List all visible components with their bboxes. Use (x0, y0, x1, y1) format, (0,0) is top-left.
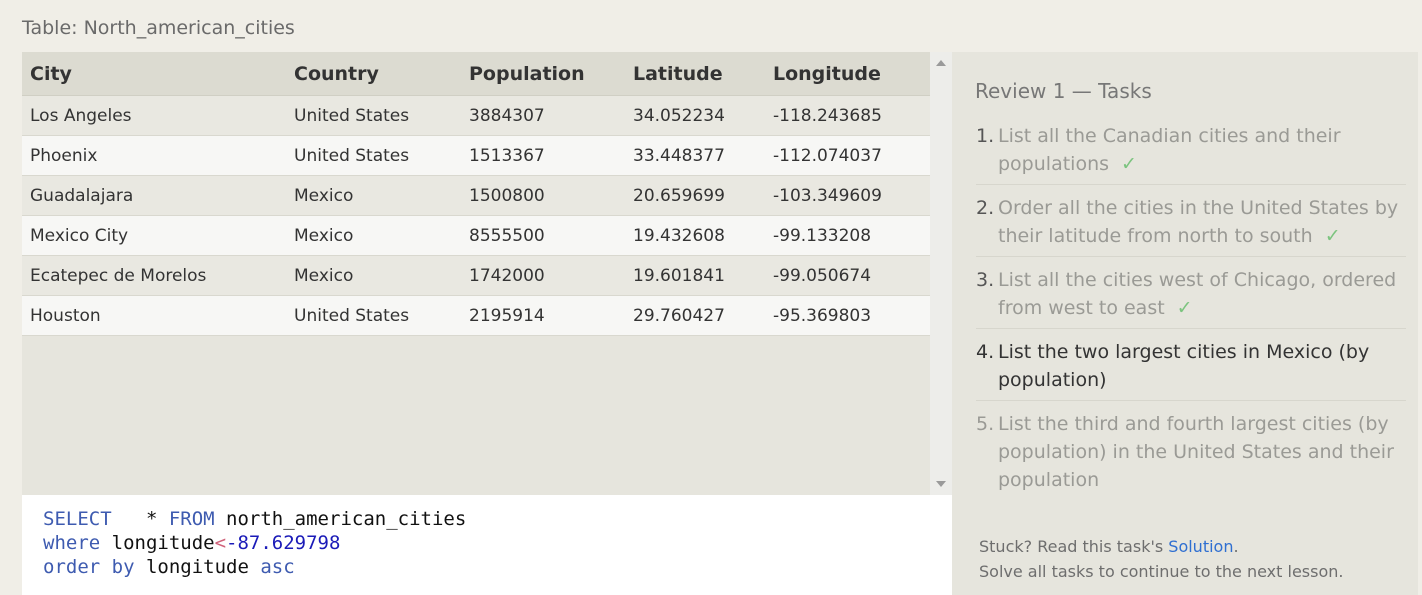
sql-number: -87.629798 (226, 532, 341, 554)
table-row: Houston United States 2195914 29.760427 … (22, 295, 931, 336)
sql-editor[interactable]: SELECT * FROM north_american_cities wher… (22, 495, 952, 595)
task-text: List all the Canadian cities and their p… (998, 125, 1341, 175)
table-row: Mexico City Mexico 8555500 19.432608 -99… (22, 215, 931, 256)
tasks-title: Review 1 — Tasks (975, 79, 1152, 103)
cell-population: 3884307 (461, 95, 625, 136)
cell-city: Houston (22, 295, 286, 336)
help-text: Stuck? Read this task's Solution. Solve … (979, 534, 1343, 584)
task-text: Order all the cities in the United State… (998, 197, 1399, 247)
sql-column-name: longitude (134, 556, 261, 578)
sql-keyword: asc (260, 556, 295, 578)
task-item-2[interactable]: 2. Order all the cities in the United Sta… (976, 192, 1406, 257)
cell-latitude: 34.052234 (625, 95, 765, 136)
task-number: 1. (976, 125, 995, 147)
cell-latitude: 33.448377 (625, 135, 765, 176)
sql-keyword: SELECT (43, 508, 112, 530)
task-number: 2. (976, 197, 995, 219)
cell-latitude: 20.659699 (625, 175, 765, 216)
cell-latitude: 19.432608 (625, 215, 765, 256)
task-text: List all the cities west of Chicago, ord… (998, 269, 1397, 319)
table-row: Los Angeles United States 3884307 34.052… (22, 95, 931, 136)
task-list: 1. List all the Canadian cities and their… (976, 120, 1406, 507)
sql-text: * (111, 508, 169, 530)
sql-keyword: order by (43, 556, 135, 578)
task-item-4[interactable]: 4. List the two largest cities in Mexico … (976, 336, 1406, 401)
results-panel: City Country Population Latitude Longitu… (22, 52, 952, 495)
sql-keyword: FROM (168, 508, 215, 530)
sql-table-name: north_american_cities (214, 508, 467, 530)
cell-city: Ecatepec de Morelos (22, 255, 286, 296)
task-text: List the third and fourth largest cities… (998, 413, 1394, 491)
task-number: 4. (976, 341, 995, 363)
cell-longitude: -103.349609 (765, 175, 931, 216)
cell-country: Mexico (286, 255, 461, 296)
column-header-latitude: Latitude (625, 52, 765, 96)
task-number: 5. (976, 413, 995, 435)
cell-population: 1500800 (461, 175, 625, 216)
stuck-line: Stuck? Read this task's Solution. (979, 534, 1343, 559)
cell-city: Mexico City (22, 215, 286, 256)
cell-latitude: 29.760427 (625, 295, 765, 336)
cell-longitude: -95.369803 (765, 295, 931, 336)
cell-longitude: -99.050674 (765, 255, 931, 296)
cell-country: Mexico (286, 175, 461, 216)
scroll-down-arrow-icon[interactable] (936, 481, 946, 487)
check-icon: ✓ (1176, 297, 1193, 319)
check-icon: ✓ (1121, 153, 1137, 175)
cell-longitude: -112.074037 (765, 135, 931, 176)
column-header-country: Country (286, 52, 461, 96)
table-row: Phoenix United States 1513367 33.448377 … (22, 135, 931, 176)
table-caption: Table: North_american_cities (22, 17, 295, 39)
sql-keyword: where (43, 532, 101, 554)
continue-line: Solve all tasks to continue to the next … (979, 562, 1344, 581)
cell-latitude: 19.601841 (625, 255, 765, 296)
results-scrollbar[interactable] (930, 52, 952, 495)
task-item-3[interactable]: 3. List all the cities west of Chicago, o… (976, 264, 1406, 329)
cell-longitude: -99.133208 (765, 215, 931, 256)
task-item-1[interactable]: 1. List all the Canadian cities and their… (976, 120, 1406, 185)
stuck-suffix: . (1233, 537, 1239, 556)
cell-country: United States (286, 135, 461, 176)
task-text: List the two largest cities in Mexico (b… (998, 341, 1370, 391)
task-number: 3. (976, 269, 995, 291)
solution-link[interactable]: Solution (1168, 537, 1234, 556)
cell-country: United States (286, 95, 461, 136)
column-header-city: City (22, 52, 286, 96)
sql-column-name: longitude (100, 532, 215, 554)
sql-line-1: SELECT * FROM north_american_cities (43, 507, 952, 531)
cell-population: 8555500 (461, 215, 625, 256)
stuck-prefix: Stuck? Read this task's (979, 537, 1169, 556)
table-row: Guadalajara Mexico 1500800 20.659699 -10… (22, 175, 931, 216)
cell-country: United States (286, 295, 461, 336)
check-icon: ✓ (1324, 225, 1341, 247)
cell-population: 2195914 (461, 295, 625, 336)
cell-city: Guadalajara (22, 175, 286, 216)
sql-line-2: where longitude<-87.629798 (43, 531, 952, 555)
sql-operator: < (214, 532, 227, 554)
sql-line-3: order by longitude asc (43, 555, 952, 579)
cell-population: 1513367 (461, 135, 625, 176)
column-header-population: Population (461, 52, 625, 96)
cell-city: Phoenix (22, 135, 286, 176)
task-item-5[interactable]: 5. List the third and fourth largest citi… (976, 408, 1406, 500)
column-header-longitude: Longitude (765, 52, 931, 96)
cell-longitude: -118.243685 (765, 95, 931, 136)
tasks-panel: Review 1 — Tasks 1. List all the Canadian… (952, 52, 1418, 595)
cell-city: Los Angeles (22, 95, 286, 136)
results-table: City Country Population Latitude Longitu… (22, 52, 931, 336)
scroll-up-arrow-icon[interactable] (936, 60, 946, 66)
cell-population: 1742000 (461, 255, 625, 296)
cell-country: Mexico (286, 215, 461, 256)
table-row: Ecatepec de Morelos Mexico 1742000 19.60… (22, 255, 931, 296)
table-header-row: City Country Population Latitude Longitu… (22, 52, 931, 96)
